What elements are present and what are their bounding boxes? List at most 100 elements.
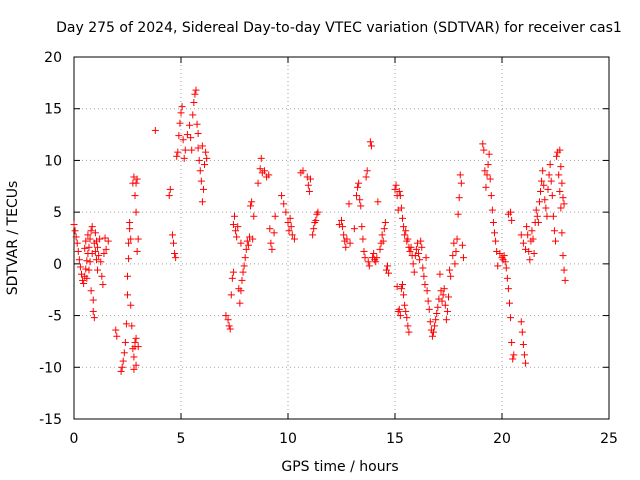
data-point bbox=[457, 179, 465, 187]
data-point bbox=[535, 198, 543, 206]
data-point bbox=[226, 325, 234, 333]
data-point bbox=[266, 225, 274, 233]
data-point bbox=[242, 245, 250, 253]
data-point bbox=[415, 250, 423, 258]
data-point bbox=[286, 214, 294, 222]
data-point bbox=[456, 171, 464, 179]
data-point bbox=[449, 252, 457, 260]
data-point bbox=[131, 338, 139, 346]
data-point bbox=[248, 198, 256, 206]
data-point bbox=[176, 119, 184, 127]
data-point bbox=[379, 237, 387, 245]
data-point bbox=[362, 173, 370, 181]
data-point bbox=[126, 225, 134, 233]
data-point bbox=[91, 247, 99, 255]
data-point bbox=[384, 262, 392, 270]
data-point bbox=[491, 229, 499, 237]
data-point bbox=[402, 307, 410, 315]
data-point bbox=[372, 258, 380, 266]
data-point bbox=[192, 86, 200, 94]
data-point bbox=[398, 214, 406, 222]
y-tick-label: -15 bbox=[39, 412, 62, 428]
data-point bbox=[428, 332, 436, 340]
data-point bbox=[404, 322, 412, 330]
data-point bbox=[127, 301, 135, 309]
data-point bbox=[560, 200, 568, 208]
data-point bbox=[483, 171, 491, 179]
data-point bbox=[452, 247, 460, 255]
data-point bbox=[130, 353, 138, 361]
data-point bbox=[419, 264, 427, 272]
data-point bbox=[121, 338, 129, 346]
plot-frame bbox=[73, 56, 610, 420]
data-point bbox=[168, 231, 176, 239]
data-point bbox=[340, 231, 348, 239]
data-point bbox=[199, 185, 207, 193]
data-point bbox=[440, 285, 448, 293]
data-point bbox=[339, 223, 347, 231]
data-point bbox=[367, 142, 375, 150]
data-point bbox=[125, 239, 133, 247]
data-point bbox=[284, 218, 292, 226]
data-point bbox=[544, 185, 552, 193]
data-point bbox=[191, 90, 199, 98]
data-point bbox=[418, 243, 426, 251]
data-point bbox=[346, 239, 354, 247]
data-point bbox=[436, 270, 444, 278]
data-point bbox=[102, 245, 110, 253]
data-point bbox=[249, 235, 257, 243]
data-point bbox=[128, 322, 136, 330]
data-point bbox=[360, 247, 368, 255]
data-point bbox=[265, 171, 273, 179]
data-point bbox=[247, 202, 255, 210]
data-point bbox=[410, 268, 418, 276]
data-point bbox=[85, 243, 93, 251]
data-point bbox=[189, 111, 197, 119]
data-point bbox=[446, 266, 454, 274]
y-tick-label: 15 bbox=[44, 102, 62, 118]
x-tick-label: 25 bbox=[600, 431, 618, 447]
data-point bbox=[133, 175, 141, 183]
data-point bbox=[557, 204, 565, 212]
data-point bbox=[222, 312, 230, 320]
data-point bbox=[71, 227, 79, 235]
data-point bbox=[254, 179, 262, 187]
x-tick-label: 15 bbox=[386, 431, 404, 447]
data-point bbox=[529, 235, 537, 243]
data-point bbox=[285, 227, 293, 235]
data-point bbox=[118, 363, 126, 371]
data-point bbox=[101, 234, 109, 242]
data-point bbox=[310, 225, 318, 233]
data-point bbox=[547, 177, 555, 185]
data-point bbox=[198, 198, 206, 206]
data-point bbox=[393, 283, 401, 291]
data-point bbox=[124, 291, 131, 299]
data-point bbox=[400, 223, 408, 231]
data-point bbox=[439, 291, 447, 299]
data-point bbox=[484, 161, 492, 169]
data-point bbox=[257, 154, 265, 162]
data-point bbox=[238, 276, 246, 284]
y-tick-label: 20 bbox=[44, 50, 62, 66]
y-axis-label: SDTVAR / TECUs bbox=[5, 181, 21, 296]
data-point bbox=[508, 338, 516, 346]
data-point bbox=[122, 320, 130, 328]
data-point bbox=[345, 200, 353, 208]
data-point bbox=[342, 243, 350, 251]
data-point bbox=[376, 245, 384, 253]
data-point bbox=[225, 322, 233, 330]
data-point bbox=[517, 318, 525, 326]
data-point bbox=[132, 361, 140, 369]
data-point bbox=[299, 167, 307, 175]
data-point bbox=[350, 225, 358, 233]
data-point bbox=[528, 227, 536, 235]
data-point bbox=[534, 218, 542, 226]
data-point bbox=[97, 258, 105, 266]
data-point bbox=[396, 192, 404, 200]
data-point bbox=[492, 237, 500, 245]
data-point bbox=[231, 212, 238, 220]
data-point bbox=[81, 244, 89, 252]
data-point bbox=[359, 235, 367, 243]
x-tick-labels: 0 5 10 15 20 25 bbox=[70, 431, 618, 447]
data-point bbox=[132, 208, 140, 216]
